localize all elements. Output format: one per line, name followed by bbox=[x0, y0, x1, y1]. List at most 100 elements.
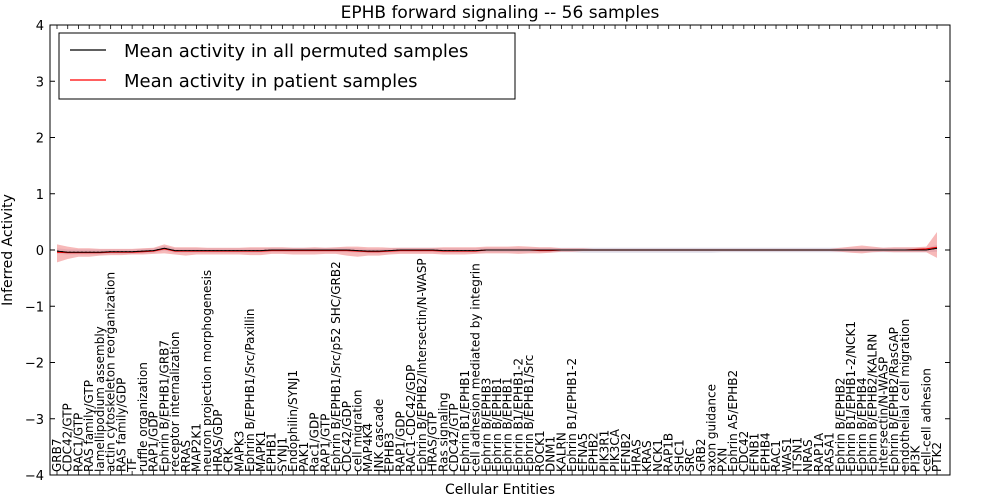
entity-label: Ephrin B/EPHB3 bbox=[479, 378, 493, 472]
entity-label: NRAS bbox=[801, 439, 815, 472]
entity-label: RRAS bbox=[179, 440, 193, 472]
entity-label: receptor internalization bbox=[168, 331, 182, 471]
entity-label: TF bbox=[125, 458, 139, 473]
entity-label: EFNB1 bbox=[748, 433, 762, 472]
entity-label: Ephrin B/EPHB4 bbox=[855, 378, 869, 472]
legend-permuted-label: Mean activity in all permuted samples bbox=[124, 41, 468, 62]
entity-label: EPHB4 bbox=[758, 432, 772, 472]
entity-label: RAC1/GTP bbox=[72, 413, 86, 472]
entity-label: Ephrin B1/EPHB1-2/NCK1 bbox=[844, 321, 858, 472]
entity-label: RAC1 bbox=[769, 440, 783, 472]
legend-patient-label: Mean activity in patient samples bbox=[124, 71, 418, 92]
entity-label: CDC42/GTP bbox=[61, 403, 75, 472]
entity-label: Ephrin B/EPHB2 bbox=[833, 378, 847, 472]
entity-label: MAPK3 bbox=[232, 431, 246, 472]
entity-label: CDC42/GDP bbox=[340, 401, 354, 472]
entity-label: EPHB2 bbox=[587, 432, 601, 472]
entity-label: Ephrin B/EPHB1/GRB7 bbox=[157, 340, 171, 472]
y-tick-label: 0 bbox=[36, 244, 44, 259]
entity-label: NCK1 bbox=[651, 439, 665, 472]
entity-label: MAP4K4 bbox=[361, 423, 375, 472]
entity-label: RAP1A bbox=[812, 432, 826, 472]
entity-label: ITSN1 bbox=[791, 437, 805, 472]
y-tick-label: −4 bbox=[25, 469, 44, 484]
y-tick-label: −1 bbox=[25, 300, 44, 315]
entity-label: EPHB1 bbox=[265, 432, 279, 472]
entity-label: RAS family/GDP bbox=[114, 378, 128, 472]
y-tick-label: 4 bbox=[36, 19, 44, 34]
entity-label: endothelial cell migration bbox=[898, 319, 912, 472]
entity-label: RASA1 bbox=[823, 432, 837, 472]
entity-label: Ephrin A5/EPHB2 bbox=[726, 370, 740, 472]
entity-label: RAP1B bbox=[662, 433, 676, 472]
entity-label: Ephrin B/EPHB1/Src/p52 SHC/GRB2 bbox=[329, 261, 343, 472]
entity-label: PI3K bbox=[909, 445, 923, 472]
y-tick-label: 2 bbox=[36, 132, 44, 147]
entity-label: WAS1 bbox=[780, 437, 794, 472]
y-tick-label: 1 bbox=[36, 188, 44, 203]
entity-label: CRK bbox=[222, 446, 236, 472]
entity-label: Ephrin B/EPHB1/Src/Paxillin bbox=[243, 308, 257, 472]
entity-label: Ephrin B1/EPHB1 bbox=[458, 370, 472, 472]
entity-label: PAK1 bbox=[297, 442, 311, 472]
entity-label: EFNB2 bbox=[619, 433, 633, 472]
entity-label: MAP2K1 bbox=[190, 423, 204, 472]
entity-label: Intersectin/N-WASP bbox=[876, 357, 890, 472]
entity-label: SYNJ1 bbox=[275, 437, 289, 472]
entity-label: actin cytoskeleton reorganization bbox=[104, 272, 118, 472]
entity-label: Rac1/GDP bbox=[308, 413, 322, 472]
entity-label: SHC1 bbox=[672, 439, 686, 472]
entity-label: CDC42 bbox=[737, 431, 751, 472]
entity-label: cell migration bbox=[351, 390, 365, 472]
entity-label: Ephrin B/EPHB1 bbox=[501, 377, 515, 471]
entity-label: Ras signaling bbox=[436, 392, 450, 472]
entity-label: DNM1 bbox=[544, 436, 558, 472]
entity-label: CDC42/GTP bbox=[447, 403, 461, 472]
entity-label: Ephrin B/EPHB2/Intersectin/N-WASP bbox=[415, 258, 429, 472]
y-tick-label: −3 bbox=[25, 413, 44, 428]
entity-label: PXN bbox=[715, 448, 729, 472]
patient-band bbox=[57, 232, 937, 263]
entity-label: Ephrin B/EPHB2/RasGAP bbox=[887, 327, 901, 472]
entity-label: neuron projection morphogenesis bbox=[200, 270, 214, 472]
entity-label: cell adhesion mediated by integrin bbox=[469, 263, 483, 472]
y-tick-label: 3 bbox=[36, 75, 44, 90]
entity-label: HRAS/GTP bbox=[426, 412, 440, 472]
entity-label: lamellipodium assembly bbox=[93, 326, 107, 472]
entity-label: Ephrin B1/EPHB1-2 bbox=[512, 358, 526, 472]
entity-label: RAP1/GDP bbox=[393, 411, 407, 472]
entity-label: KALRN bbox=[554, 432, 568, 472]
entity-label: PIK3CA bbox=[608, 428, 622, 472]
x-axis-title: Cellular Entities bbox=[445, 482, 555, 498]
entity-label: SRC bbox=[683, 448, 697, 472]
entity-label: Endophilin/SYNJ1 bbox=[286, 370, 300, 472]
entity-label: RAS family/GTP bbox=[82, 380, 96, 472]
entity-label: Ephrin B1/EPHB1-2 bbox=[565, 358, 579, 472]
series-lines bbox=[56, 25, 938, 475]
permuted-series-line bbox=[56, 247, 938, 253]
entity-label: PIK3R1 bbox=[597, 430, 611, 472]
entity-label: axon guidance bbox=[705, 384, 719, 472]
chart-title: EPHB forward signaling -- 56 samples bbox=[341, 3, 660, 23]
entity-label: GRB7 bbox=[50, 438, 64, 472]
entity-label: KRAS bbox=[640, 440, 654, 472]
entity-label: GRB2 bbox=[694, 438, 708, 472]
entity-label: RAC1-CDC42/GDP bbox=[404, 365, 418, 472]
entity-label: MAPK1 bbox=[254, 431, 268, 472]
entity-label: ROCK1 bbox=[533, 430, 547, 472]
entity-label: HRAS/GDP bbox=[211, 409, 225, 472]
y-tick-label: −2 bbox=[25, 357, 44, 372]
entity-label: Ephrin B/EPHB1 bbox=[490, 378, 504, 472]
legend: Mean activity in all permuted samples Me… bbox=[58, 32, 516, 100]
entity-label: RAP1/GTP bbox=[318, 414, 332, 472]
entity-label: EFNA5 bbox=[576, 433, 590, 472]
y-axis-title: Inferred Activity bbox=[0, 194, 16, 306]
entity-label: EPHB3 bbox=[383, 432, 397, 472]
legend-box bbox=[58, 32, 516, 100]
entity-label: PTK2 bbox=[930, 442, 944, 472]
entity-label: Ephrin B/EPHB2/KALRN bbox=[866, 334, 880, 472]
entity-label: JNK cascade bbox=[372, 399, 386, 473]
entity-label: RAP1/GDP bbox=[147, 411, 161, 472]
